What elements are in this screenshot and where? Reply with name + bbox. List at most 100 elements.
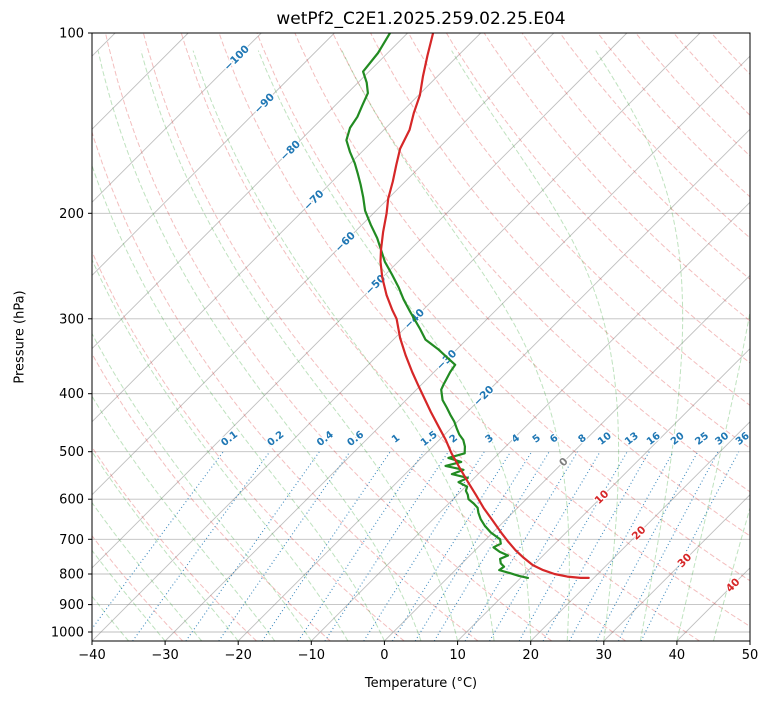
isotherm-line — [457, 347, 750, 641]
moist-adiabat-line — [341, 50, 570, 641]
mixing-ratio-label: 0.2 — [266, 429, 287, 449]
dry-adiabat-line — [748, 33, 750, 35]
y-tick-label: 400 — [59, 387, 84, 402]
isotherm-label: −90 — [252, 91, 277, 116]
dry-adiabat-line — [483, 33, 750, 322]
x-tick-label: 20 — [522, 648, 539, 663]
isotherm-line — [92, 33, 116, 57]
dry-adiabat-line — [521, 33, 750, 280]
isotherm-line — [603, 494, 750, 641]
mixing-ratio-line — [464, 451, 579, 641]
isotherm-line — [530, 421, 750, 641]
y-tick-label: 1000 — [51, 626, 84, 641]
dry-adiabat-line — [370, 33, 750, 449]
isotherm-label: −80 — [278, 138, 303, 163]
x-tick-label: −30 — [151, 648, 178, 663]
mixing-ratio-label: 4 — [510, 433, 522, 446]
y-tick-label: 600 — [59, 493, 84, 508]
isotherm-line — [92, 33, 628, 569]
dewpoint-curve — [345, 33, 530, 579]
mixing-ratio-label: 25 — [693, 430, 711, 447]
moist-adiabat-line — [192, 50, 495, 641]
isotherm-label: −100 — [222, 43, 252, 73]
mixing-ratio-label: 20 — [669, 430, 687, 447]
dry-adiabat-line — [92, 130, 479, 641]
moist-adiabat-line — [676, 309, 750, 641]
dry-adiabat-line — [92, 446, 257, 641]
y-tick-label: 500 — [59, 445, 84, 460]
x-tick-label: −20 — [224, 648, 251, 663]
x-tick-label: 30 — [596, 648, 613, 663]
mixing-ratio-line — [185, 451, 320, 641]
dry-adiabat-line — [408, 33, 750, 407]
mixing-ratio-line — [595, 451, 699, 641]
mixing-ratio-line — [640, 451, 740, 641]
dry-adiabat-line — [92, 534, 184, 641]
mixing-ratio-label: 0.1 — [219, 429, 240, 449]
dry-adiabat-line — [92, 352, 331, 641]
moist-adiabat-line — [92, 258, 349, 641]
dry-adiabat-line — [92, 250, 405, 641]
isotherm-label: 30 — [675, 551, 694, 570]
moist-adiabat-line — [92, 164, 385, 641]
moist-adiabat-line — [712, 506, 750, 641]
mixing-ratio-label: 5 — [531, 433, 543, 446]
isotherm-label: −20 — [471, 383, 496, 408]
mixing-ratio-line — [433, 451, 550, 641]
isotherm-label: −30 — [434, 348, 459, 373]
mixing-ratio-label: 1 — [390, 433, 402, 446]
isotherm-line — [92, 33, 408, 350]
moist-adiabat-line — [92, 595, 129, 641]
moist-adiabat-line — [595, 50, 684, 641]
isotherm-line — [92, 33, 262, 203]
temperature-curve — [379, 33, 590, 579]
isotherm-label: −70 — [302, 188, 327, 213]
moist-adiabat-line — [140, 50, 459, 641]
mixing-ratio-line — [297, 451, 425, 641]
x-tick-label: −40 — [78, 648, 105, 663]
moist-adiabat-line — [92, 332, 312, 641]
isotherm-line — [92, 33, 701, 641]
dry-adiabat-line — [105, 33, 553, 641]
dry-adiabat-line — [597, 33, 750, 198]
isotherm-line — [92, 33, 189, 130]
mixing-ratio-label: 10 — [596, 430, 614, 447]
mixing-ratio-line — [489, 451, 601, 641]
isotherm-label: 10 — [593, 488, 612, 507]
isotherm-line — [676, 567, 750, 641]
mixing-ratio-label: 13 — [623, 430, 641, 447]
x-tick-label: 10 — [449, 648, 466, 663]
y-tick-label: 700 — [59, 533, 84, 548]
dry-adiabat-line — [142, 33, 626, 641]
x-axis-label: Temperature (°C) — [364, 676, 478, 691]
moist-adiabat-line — [451, 50, 620, 641]
x-tick-label: 40 — [669, 648, 686, 663]
plot-frame — [91, 32, 751, 642]
mixing-ratio-line — [518, 451, 628, 641]
dry-adiabat-line — [559, 33, 750, 239]
mixing-ratio-label: 16 — [645, 430, 663, 447]
isotherm-line — [749, 640, 750, 641]
mixing-ratio-line — [132, 451, 271, 641]
isotherm-line — [384, 274, 750, 641]
isotherm-line — [92, 33, 482, 423]
moist-adiabat-line — [257, 50, 532, 641]
mixing-ratio-label: 1.5 — [419, 429, 440, 449]
mixing-ratio-label: 3 — [484, 433, 496, 446]
y-tick-label: 200 — [59, 207, 84, 222]
y-tick-label: 900 — [59, 598, 84, 613]
x-tick-label: 0 — [380, 648, 388, 663]
mixing-ratio-line — [542, 451, 650, 641]
mixing-ratio-label: 0.6 — [345, 429, 366, 449]
mixing-ratio-label: 8 — [576, 433, 588, 446]
isotherm-label: −60 — [333, 230, 358, 255]
y-tick-label: 300 — [59, 312, 84, 327]
mixing-ratio-label: 36 — [734, 430, 752, 447]
moist-adiabat-line — [97, 50, 422, 641]
isotherm-line — [92, 33, 555, 496]
isotherm-label: 40 — [724, 576, 743, 595]
moist-adiabat-line — [92, 501, 203, 641]
dry-adiabat-line — [218, 33, 750, 628]
moist-adiabat-line — [92, 549, 166, 641]
